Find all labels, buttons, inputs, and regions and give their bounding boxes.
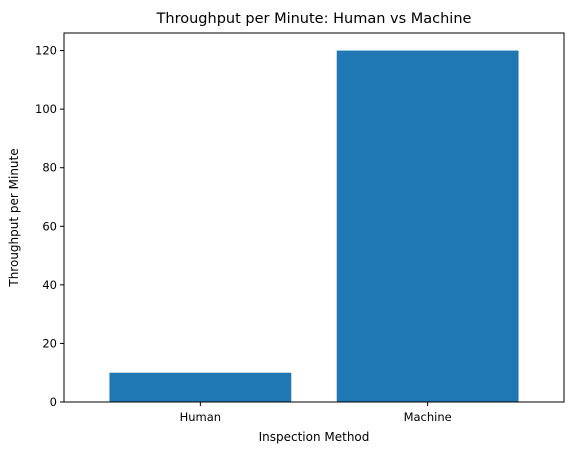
bar-machine bbox=[336, 50, 519, 402]
bar-human bbox=[109, 372, 292, 402]
y-axis-label: Throughput per Minute bbox=[7, 148, 21, 287]
y-tick-label: 120 bbox=[35, 44, 57, 58]
chart-title: Throughput per Minute: Human vs Machine bbox=[156, 11, 472, 27]
y-tick-label: 40 bbox=[42, 278, 57, 292]
bars-group bbox=[109, 50, 519, 402]
x-axis-label: Inspection Method bbox=[259, 430, 370, 444]
x-tick-label: Machine bbox=[404, 410, 452, 424]
y-tick-label: 20 bbox=[42, 336, 57, 350]
plot-frame bbox=[63, 32, 565, 403]
x-tick-label: Human bbox=[180, 410, 221, 424]
y-tick-label: 100 bbox=[35, 102, 57, 116]
y-tick-label: 80 bbox=[42, 161, 57, 175]
x-axis-ticks: Human Machine bbox=[180, 402, 452, 424]
y-tick-label: 0 bbox=[50, 395, 57, 409]
y-axis-ticks: 0 20 40 60 80 100 120 bbox=[35, 44, 64, 409]
y-tick-label: 60 bbox=[42, 219, 57, 233]
